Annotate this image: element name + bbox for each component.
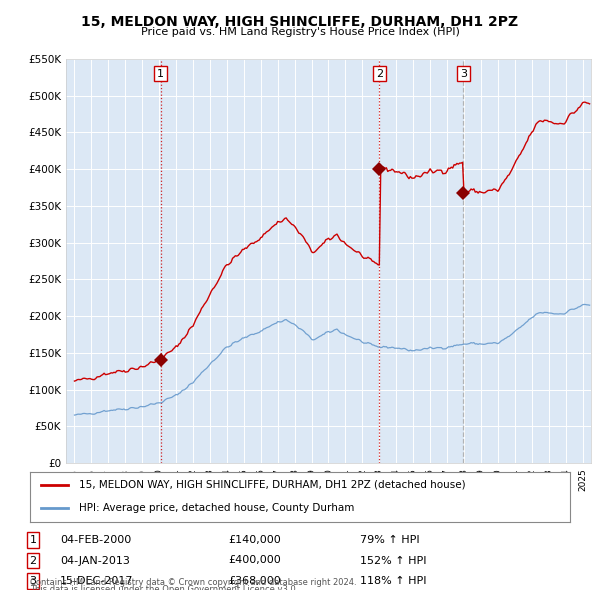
Text: 04-JAN-2013: 04-JAN-2013 <box>60 556 130 565</box>
Text: 3: 3 <box>29 576 37 586</box>
Text: HPI: Average price, detached house, County Durham: HPI: Average price, detached house, Coun… <box>79 503 354 513</box>
Text: 2: 2 <box>376 68 383 78</box>
Text: Price paid vs. HM Land Registry's House Price Index (HPI): Price paid vs. HM Land Registry's House … <box>140 27 460 37</box>
Text: 2: 2 <box>29 556 37 565</box>
Text: 1: 1 <box>157 68 164 78</box>
Text: 15-DEC-2017: 15-DEC-2017 <box>60 576 133 586</box>
Text: 15, MELDON WAY, HIGH SHINCLIFFE, DURHAM, DH1 2PZ: 15, MELDON WAY, HIGH SHINCLIFFE, DURHAM,… <box>82 15 518 29</box>
Text: 04-FEB-2000: 04-FEB-2000 <box>60 535 131 545</box>
Text: 118% ↑ HPI: 118% ↑ HPI <box>360 576 427 586</box>
Text: 3: 3 <box>460 68 467 78</box>
Text: Contains HM Land Registry data © Crown copyright and database right 2024.: Contains HM Land Registry data © Crown c… <box>30 578 356 587</box>
Text: 79% ↑ HPI: 79% ↑ HPI <box>360 535 419 545</box>
Text: 15, MELDON WAY, HIGH SHINCLIFFE, DURHAM, DH1 2PZ (detached house): 15, MELDON WAY, HIGH SHINCLIFFE, DURHAM,… <box>79 480 465 490</box>
Text: £400,000: £400,000 <box>228 556 281 565</box>
Text: 1: 1 <box>29 535 37 545</box>
Text: £140,000: £140,000 <box>228 535 281 545</box>
Text: This data is licensed under the Open Government Licence v3.0.: This data is licensed under the Open Gov… <box>30 585 298 590</box>
Text: £368,000: £368,000 <box>228 576 281 586</box>
Text: 152% ↑ HPI: 152% ↑ HPI <box>360 556 427 565</box>
